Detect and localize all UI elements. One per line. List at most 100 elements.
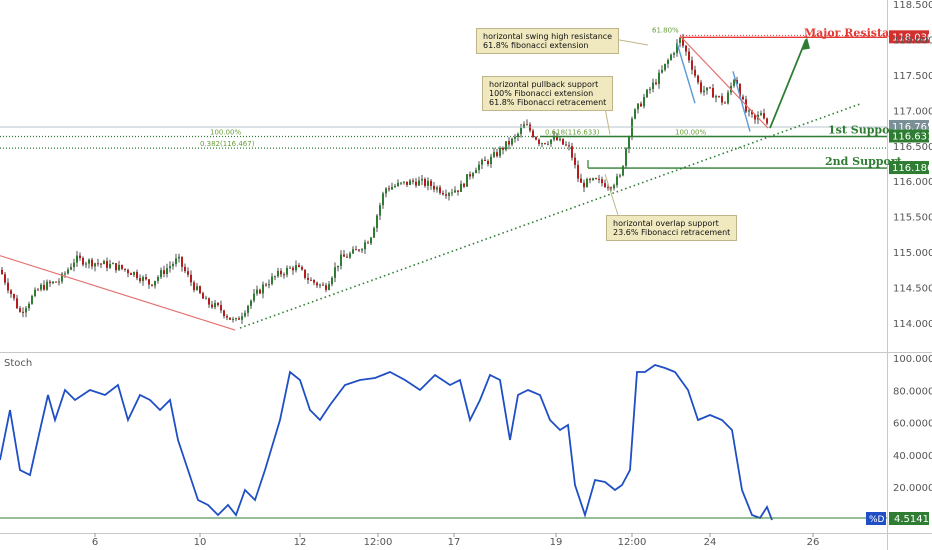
candle-body bbox=[13, 293, 15, 299]
candle-body bbox=[724, 102, 726, 104]
price-tick-label: 114.500 bbox=[893, 284, 932, 295]
candle-body bbox=[586, 178, 588, 188]
candle-body bbox=[571, 146, 573, 158]
candle-body bbox=[58, 281, 60, 283]
candle-body bbox=[580, 178, 582, 183]
candle-body bbox=[25, 308, 27, 313]
candle-body bbox=[397, 182, 399, 186]
candle-body bbox=[457, 190, 459, 192]
candle-body bbox=[271, 276, 273, 285]
candle-body bbox=[196, 286, 198, 290]
candle-body bbox=[334, 267, 336, 278]
candle-body bbox=[400, 182, 402, 184]
candle-body bbox=[34, 289, 36, 297]
candle-body bbox=[538, 139, 540, 144]
fib-label: 0.618(116.633) bbox=[545, 128, 600, 136]
candle-body bbox=[553, 136, 555, 140]
candle-body bbox=[712, 87, 714, 98]
candle-body bbox=[523, 124, 525, 129]
candle-body bbox=[739, 84, 741, 97]
candle-body bbox=[748, 110, 750, 112]
candle-body bbox=[304, 269, 306, 278]
candle-body bbox=[484, 159, 486, 161]
candle-body bbox=[478, 164, 480, 171]
candle-body bbox=[229, 317, 231, 320]
candle-body bbox=[544, 143, 546, 145]
candle-body bbox=[625, 148, 627, 166]
candle-body bbox=[52, 281, 54, 284]
candle-body bbox=[175, 258, 177, 265]
candle-body bbox=[595, 178, 597, 180]
price-tag-label: 116.631 bbox=[892, 131, 932, 142]
price-panel: Major Resistance 1st Support 2nd Support 10… bbox=[0, 26, 932, 331]
candle-body bbox=[250, 300, 252, 306]
price-tag bbox=[889, 30, 929, 44]
candle-body bbox=[628, 136, 630, 149]
candle-body bbox=[613, 185, 615, 189]
candle-body bbox=[502, 147, 504, 150]
candle-body bbox=[352, 249, 354, 254]
time-tick-label: 17 bbox=[448, 537, 461, 548]
candle-body bbox=[220, 305, 222, 311]
candle-body bbox=[340, 254, 342, 266]
candle-body bbox=[331, 277, 333, 285]
candle-body bbox=[94, 263, 96, 267]
candle-body bbox=[466, 174, 468, 187]
candle-body bbox=[682, 37, 684, 46]
stoch-line bbox=[0, 364, 773, 521]
stoch-tick-label: 100.0000 bbox=[893, 354, 932, 365]
candle-body bbox=[190, 274, 192, 283]
candle-body bbox=[208, 298, 210, 305]
candle-body bbox=[301, 266, 303, 270]
candle-body bbox=[307, 277, 309, 280]
candle-body bbox=[664, 63, 666, 70]
candle-body bbox=[310, 279, 312, 281]
time-tick-label: 26 bbox=[807, 537, 820, 548]
candle-body bbox=[364, 242, 366, 250]
candle-body bbox=[700, 82, 702, 93]
candle-body bbox=[733, 79, 735, 86]
candle-body bbox=[655, 82, 657, 84]
price-tag bbox=[889, 161, 929, 175]
candle-body bbox=[550, 139, 552, 144]
candle-body bbox=[511, 138, 513, 145]
candle-body bbox=[142, 277, 144, 282]
time-tick-label: 24 bbox=[704, 537, 717, 548]
candle-body bbox=[286, 268, 288, 275]
candle-body bbox=[721, 96, 723, 103]
candle-body bbox=[325, 285, 327, 290]
candle-body bbox=[490, 156, 492, 165]
candle-body bbox=[541, 143, 543, 145]
candle-body bbox=[166, 268, 168, 275]
level-label: 2nd Support bbox=[825, 155, 903, 168]
candle-body bbox=[640, 103, 642, 107]
candle-body bbox=[10, 290, 12, 294]
candle-body bbox=[145, 277, 147, 280]
candle-body bbox=[298, 265, 300, 267]
candle-body bbox=[127, 269, 129, 274]
candle-body bbox=[451, 192, 453, 194]
candle-body bbox=[76, 255, 78, 263]
candle-body bbox=[382, 193, 384, 206]
stoch-tick-label: 60.0000 bbox=[893, 419, 932, 430]
candle-body bbox=[715, 96, 717, 98]
candle-body bbox=[493, 152, 495, 157]
candle-body bbox=[406, 181, 408, 185]
candle-body bbox=[418, 180, 420, 186]
fib-label: 61.80% bbox=[652, 26, 679, 34]
stoch-title: Stoch bbox=[4, 358, 32, 369]
candle-body bbox=[133, 271, 135, 276]
candle-body bbox=[1, 269, 3, 275]
candle-body bbox=[277, 270, 279, 277]
candle-body bbox=[55, 281, 57, 283]
candle-body bbox=[481, 159, 483, 165]
candle-body bbox=[592, 178, 594, 180]
candle-body bbox=[79, 255, 81, 258]
candle-body bbox=[373, 227, 375, 238]
callout-line: horizontal swing high resistance bbox=[483, 32, 613, 41]
candle-body bbox=[667, 60, 669, 64]
level-label: 1st Support bbox=[828, 123, 901, 136]
candle-body bbox=[763, 113, 765, 119]
candle-body bbox=[49, 281, 51, 284]
fib-label: 100.00% bbox=[210, 128, 241, 136]
